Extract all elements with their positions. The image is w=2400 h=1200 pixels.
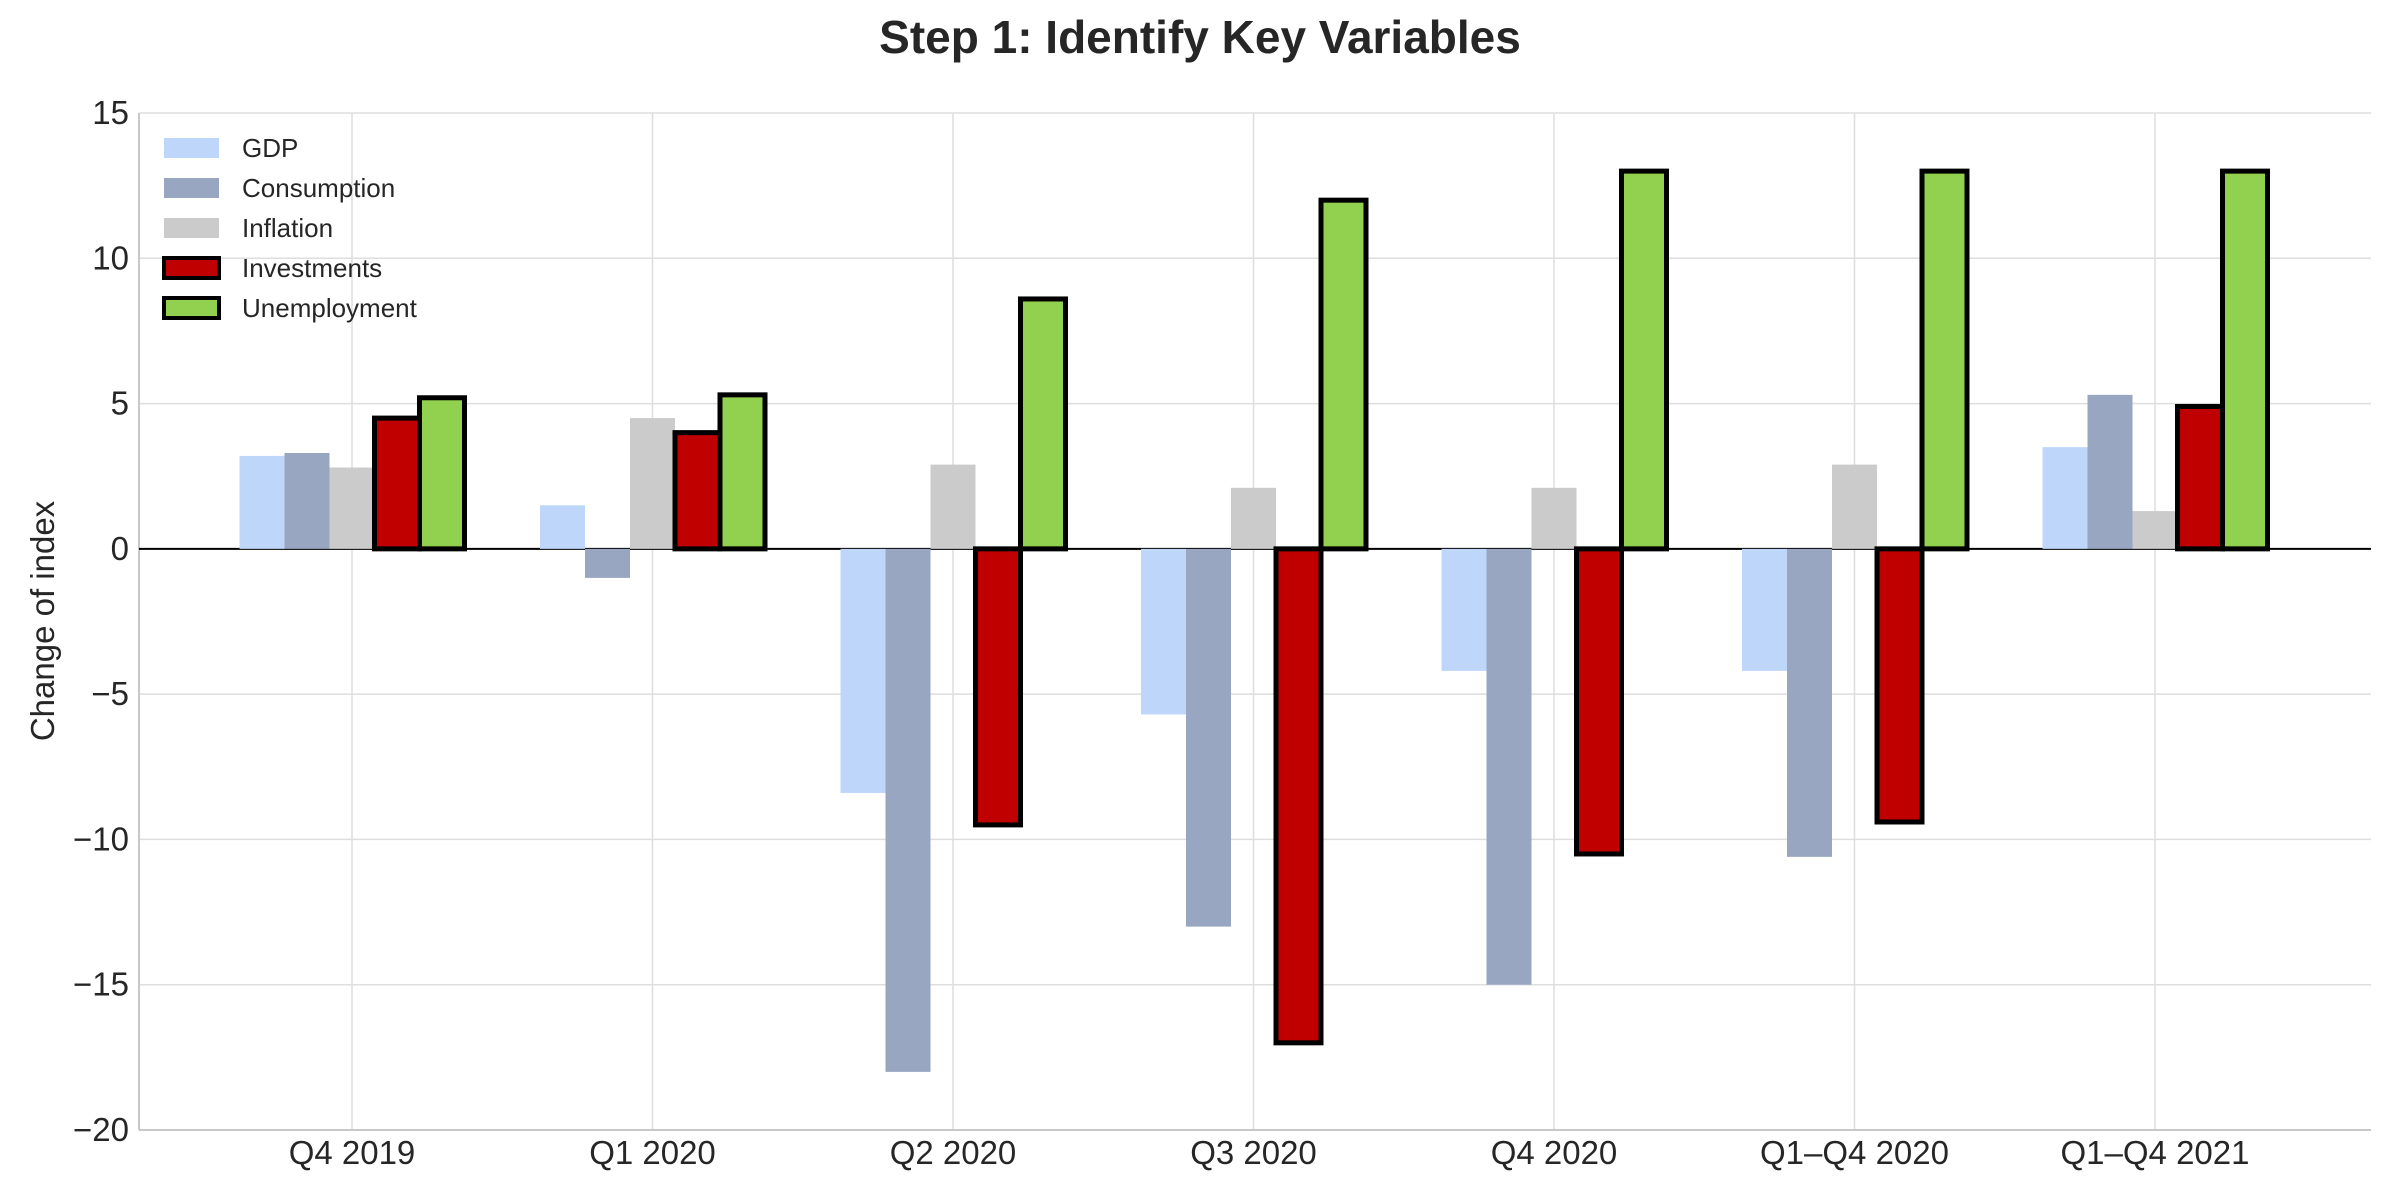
bar-unemployment-q2-2020: [1018, 296, 1068, 552]
legend: GDP Consumption Inflation Investments Unempl…: [162, 133, 418, 323]
legend-swatch-consumption: [164, 178, 219, 198]
bar-gdp-q2-2020: [840, 548, 886, 793]
bar-consumption-q4-2019: [284, 452, 330, 549]
bar-consumption-q1-2020: [585, 548, 630, 578]
bar-inflation-q1-q4-2020: [1832, 464, 1877, 549]
x-tick-label: Q4 2020: [1491, 1134, 1618, 1171]
y-tick-label: 15: [92, 94, 129, 131]
bar-investments-q4-2020: [1574, 546, 1624, 857]
y-tick-label: −15: [73, 966, 129, 1003]
x-tick-label: Q1–Q4 2020: [1760, 1134, 1949, 1171]
bar-investments-q2-2020: [973, 546, 1023, 828]
bar-unemployment-q1-q4-2021: [2220, 168, 2270, 552]
bar-inflation-q4-2020: [1531, 487, 1577, 549]
x-tick-label: Q3 2020: [1190, 1134, 1317, 1171]
axes: [138, 113, 2371, 1131]
bar-inflation-q2-2020: [930, 464, 976, 549]
legend-label-gdp: GDP: [242, 133, 298, 163]
y-axis-label: Change of index: [24, 500, 61, 741]
bar-gdp-q1-q4-2021: [2042, 447, 2088, 549]
bar-gdp-q4-2019: [239, 455, 285, 549]
legend-swatch-investments: [162, 256, 221, 280]
bar-investments-q3-2020: [1273, 546, 1324, 1046]
legend-label-investments: Investments: [242, 253, 382, 283]
y-tick-label: −20: [73, 1111, 129, 1148]
bar-consumption-q4-2020: [1486, 548, 1532, 985]
bar-inflation-q1-q4-2021: [2132, 511, 2178, 549]
bar-gdp-q1-q4-2020: [1742, 548, 1787, 671]
bar-investments-q1-q4-2020: [1874, 546, 1925, 825]
bar-unemployment-q4-2019: [417, 395, 467, 552]
chart-title: Step 1: Identify Key Variables: [879, 11, 1521, 63]
bars: [239, 168, 2270, 1072]
y-tick-label: 10: [92, 239, 129, 276]
bar-inflation-q1-2020: [630, 418, 675, 549]
y-tick-label: −10: [73, 820, 129, 857]
y-tick-label: −5: [91, 675, 129, 712]
bar-unemployment-q1-q4-2020: [1919, 168, 1970, 552]
bar-unemployment-q3-2020: [1318, 197, 1369, 552]
bar-consumption-q3-2020: [1186, 548, 1231, 927]
grid-lines: [139, 112, 2371, 1131]
x-tick-label: Q2 2020: [890, 1134, 1017, 1171]
bar-inflation-q4-2019: [329, 467, 375, 549]
y-tick-label: 5: [111, 385, 129, 422]
bar-inflation-q3-2020: [1231, 487, 1276, 549]
legend-label-inflation: Inflation: [242, 213, 333, 243]
x-tick-label: Q4 2019: [289, 1134, 416, 1171]
y-tick-label: 0: [111, 530, 129, 567]
bar-gdp-q3-2020: [1141, 548, 1186, 715]
legend-label-unemployment: Unemployment: [242, 293, 418, 323]
bar-investments-q4-2019: [372, 415, 422, 552]
bar-unemployment-q4-2020: [1619, 168, 1669, 552]
legend-swatch-inflation: [164, 218, 219, 238]
bar-gdp-q1-2020: [540, 505, 585, 549]
bar-unemployment-q1-2020: [717, 392, 768, 552]
x-tick-label: Q1 2020: [589, 1134, 716, 1171]
bar-gdp-q4-2020: [1441, 548, 1487, 671]
bar-consumption-q1-q4-2021: [2087, 394, 2133, 549]
legend-swatch-gdp: [164, 138, 219, 158]
legend-label-consumption: Consumption: [242, 173, 395, 203]
legend-swatch-unemployment: [162, 296, 221, 320]
tick-labels: 15 10 5 0 −5 −10 −15 −20 Q4 2019 Q1 2020 Q2 2020 Q3…: [73, 94, 2249, 1171]
bar-consumption-q2-2020: [885, 548, 931, 1072]
bar-investments-q1-2020: [672, 430, 723, 552]
bar-consumption-q1-q4-2020: [1787, 548, 1832, 857]
bar-investments-q1-q4-2021: [2175, 403, 2225, 552]
x-tick-label: Q1–Q4 2021: [2061, 1134, 2250, 1171]
